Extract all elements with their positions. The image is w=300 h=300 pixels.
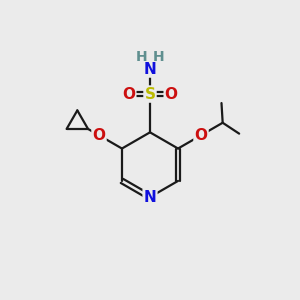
Text: H: H: [136, 50, 148, 64]
Text: H: H: [152, 50, 164, 64]
Text: O: O: [194, 128, 208, 143]
Text: N: N: [144, 190, 156, 205]
Text: O: O: [122, 87, 135, 102]
Text: S: S: [145, 87, 155, 102]
Text: N: N: [144, 61, 156, 76]
Text: O: O: [165, 87, 178, 102]
Text: O: O: [92, 128, 106, 143]
